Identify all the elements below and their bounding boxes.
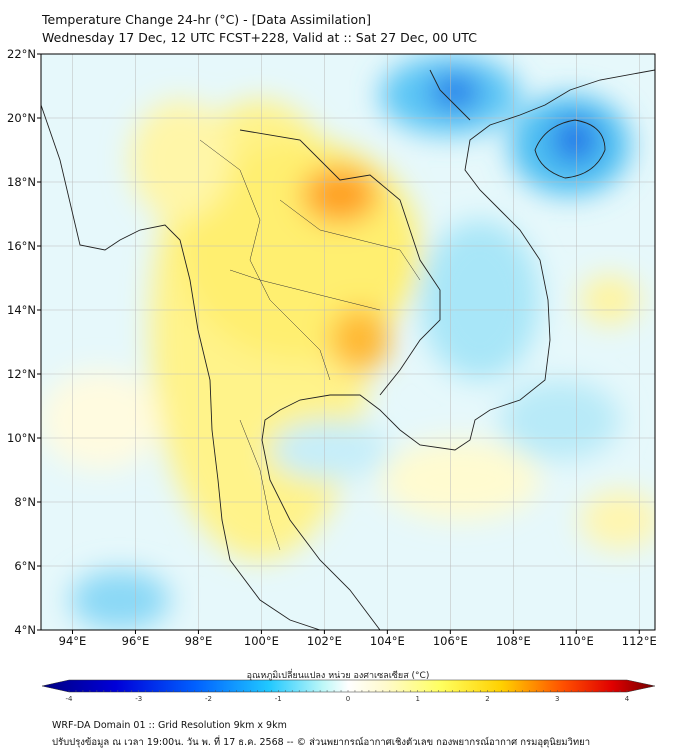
lat-label: 22°N bbox=[7, 47, 36, 61]
map-subtitle: Wednesday 17 Dec, 12 UTC FCST+228, Valid… bbox=[42, 30, 477, 45]
lat-label: 6°N bbox=[14, 559, 36, 573]
lon-label: 106°E bbox=[433, 634, 468, 648]
lon-label: 108°E bbox=[496, 634, 531, 648]
latitude-labels: 22°N 20°N 18°N 16°N 14°N 12°N 10°N 8°N 6°N 4°N bbox=[7, 47, 41, 637]
lat-label: 18°N bbox=[7, 175, 36, 189]
footer-credit: ปรับปรุงข้อมูล ณ เวลา 19:00น. วัน พ. ที่… bbox=[52, 737, 591, 748]
colorbar-title: อุณหภูมิเปลี่ยนแปลง หน่วย องศาเซลเซียส (… bbox=[246, 671, 430, 681]
colorbar-tick-label: -3 bbox=[135, 695, 142, 703]
lat-label: 14°N bbox=[7, 303, 36, 317]
map-frame bbox=[40, 53, 656, 631]
lon-label: 98°E bbox=[185, 634, 213, 648]
footer-model-info: WRF-DA Domain 01 :: Grid Resolution 9km … bbox=[52, 720, 287, 731]
coastlines bbox=[41, 69, 655, 630]
colorbar-tick-label: 3 bbox=[555, 695, 559, 703]
lat-label: 20°N bbox=[7, 111, 36, 125]
longitude-labels: 94°E 96°E 98°E 100°E 102°E 104°E 106°E 108°E 110… bbox=[59, 630, 657, 648]
colorbar-tick-label: -1 bbox=[275, 695, 282, 703]
lon-label: 94°E bbox=[59, 634, 87, 648]
lon-label: 110°E bbox=[559, 634, 594, 648]
colorbar-tick-label: -4 bbox=[66, 695, 74, 703]
lat-label: 10°N bbox=[7, 431, 36, 445]
lon-label: 112°E bbox=[622, 634, 657, 648]
lon-label: 104°E bbox=[370, 634, 405, 648]
colorbar: -4 -3 -2 -1 0 1 2 3 4 bbox=[41, 679, 656, 703]
lon-label: 100°E bbox=[244, 634, 279, 648]
colorbar-tick-label: 2 bbox=[485, 695, 489, 703]
colorbar-tick-label: -2 bbox=[205, 695, 212, 703]
lat-label: 4°N bbox=[14, 623, 36, 637]
colorbar-tick-label: 0 bbox=[346, 695, 350, 703]
map-field bbox=[41, 54, 655, 630]
province-boundaries bbox=[199, 139, 421, 551]
gridlines bbox=[41, 54, 655, 630]
lat-label: 12°N bbox=[7, 367, 36, 381]
map-title: Temperature Change 24-hr (°C) - [Data As… bbox=[42, 12, 371, 27]
lon-label: 96°E bbox=[122, 634, 150, 648]
colorbar-tick-label: 4 bbox=[625, 695, 630, 703]
colorbar-tick-label: 1 bbox=[416, 695, 420, 703]
lat-label: 16°N bbox=[7, 239, 36, 253]
lon-label: 102°E bbox=[307, 634, 342, 648]
lat-label: 8°N bbox=[14, 495, 36, 509]
temperature-change-map: 22°N 20°N 18°N 16°N 14°N 12°N 10°N 8°N 6°N 4°N 94… bbox=[7, 47, 657, 703]
